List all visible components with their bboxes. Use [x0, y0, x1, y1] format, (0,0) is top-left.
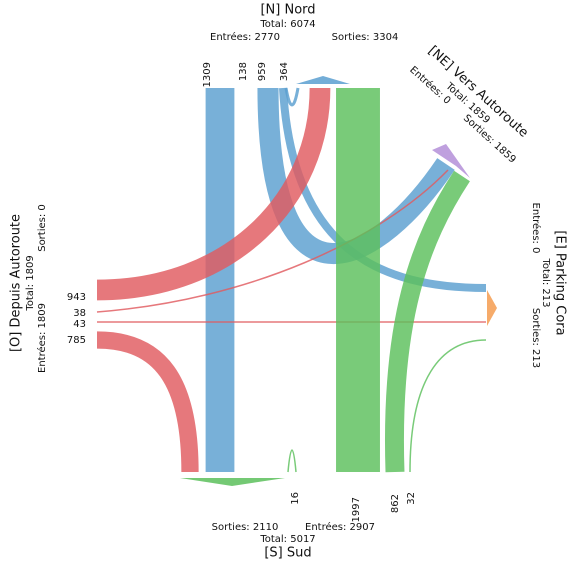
exit-arrow-ne [432, 144, 470, 178]
exit-arrow-e [487, 290, 497, 326]
arm-in: Entrées: 2907 [305, 521, 375, 533]
flow-label: 364 [279, 62, 290, 81]
arm-total: Total: 6074 [259, 19, 315, 30]
arm-out: Sorties: 213 [530, 308, 541, 368]
flow-label: 138 [238, 62, 249, 81]
flow-band [96, 169, 449, 313]
arm-total: Total: 5017 [259, 534, 315, 545]
arm-in: Entrées: 2770 [210, 31, 280, 43]
flow-band [409, 339, 487, 473]
flow-label: 1997 [351, 497, 362, 522]
flow-label: 1309 [202, 62, 213, 87]
flows [96, 87, 487, 473]
arm-label: [N] Nord [260, 3, 315, 18]
arm-total: Total: 213 [540, 258, 551, 308]
arm-out: Sorties: 3304 [332, 32, 399, 43]
flow-band [96, 87, 331, 301]
arm-out: Sorties: 0 [37, 204, 48, 252]
exit-arrow-s [180, 478, 285, 486]
arm-in: Entrées: 0 [530, 203, 542, 254]
arm-in: Entrées: 1809 [36, 303, 48, 373]
arm-label: [O] Depuis Autoroute [9, 214, 24, 352]
arm-out: Sorties: 2110 [212, 522, 279, 533]
flow-label: 785 [67, 335, 86, 346]
flow-band [96, 331, 199, 473]
flow-label: 959 [257, 62, 268, 81]
flow-band [257, 87, 455, 264]
flow-label: 943 [67, 292, 86, 303]
arm-label: [S] Sud [264, 546, 311, 561]
flow-label: 32 [406, 492, 417, 505]
arm-total: Total: 1809 [25, 255, 36, 311]
flow-band [385, 170, 470, 473]
arm-label: [E] Parking Cora [553, 230, 568, 335]
flow-label: 38 [73, 308, 86, 319]
flow-label: 43 [73, 319, 86, 330]
flow-label: 16 [290, 492, 301, 505]
exit-arrow-n [296, 76, 350, 84]
flow-band [287, 449, 297, 473]
flow-label: 862 [390, 494, 401, 513]
